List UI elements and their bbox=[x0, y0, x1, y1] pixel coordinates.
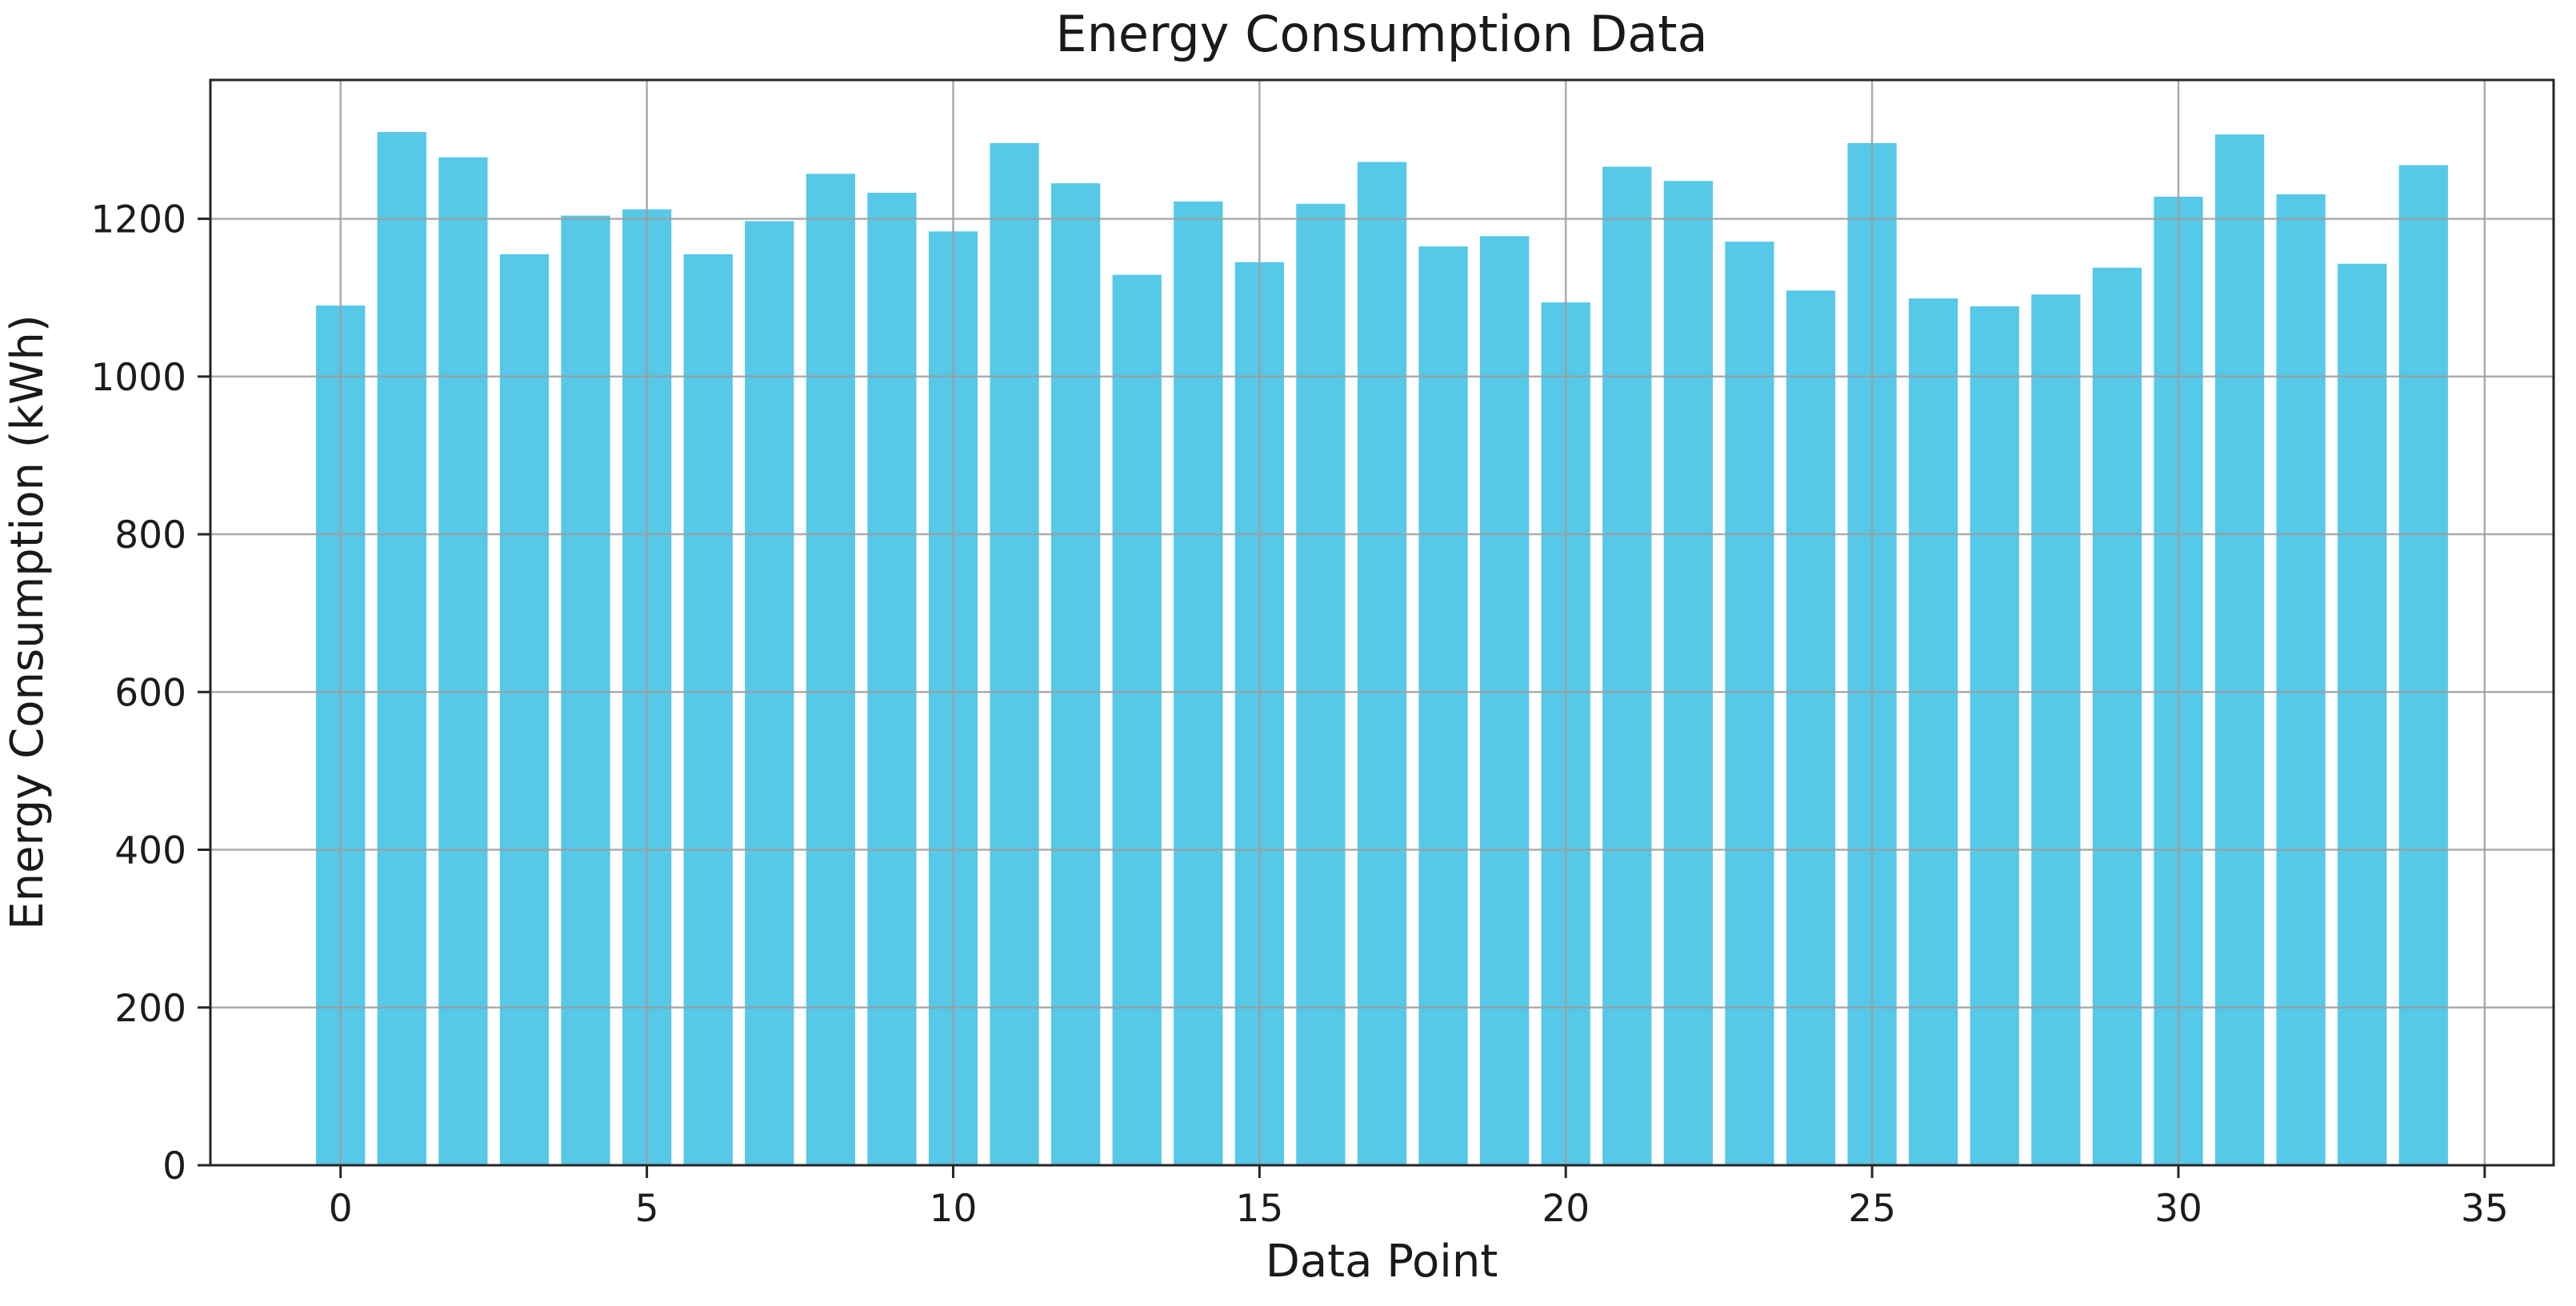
bar bbox=[1357, 162, 1407, 1165]
bar bbox=[1786, 290, 1836, 1165]
x-axis-label: Data Point bbox=[1266, 1236, 1498, 1288]
bar bbox=[1970, 306, 2019, 1165]
bar bbox=[1480, 236, 1530, 1165]
bar bbox=[683, 254, 733, 1166]
bar bbox=[561, 215, 610, 1165]
y-tick-label: 400 bbox=[114, 829, 186, 873]
y-tick-label: 200 bbox=[114, 987, 186, 1031]
ticks-layer: 0 5 10 15 20 25 30 35 0 200 400 600 800 1000 1200 bbox=[90, 198, 2508, 1231]
bar bbox=[1050, 183, 1101, 1165]
bar bbox=[806, 174, 855, 1166]
x-tick-label: 30 bbox=[2154, 1187, 2202, 1231]
x-tick-label: 5 bbox=[635, 1187, 659, 1231]
x-tick-label: 10 bbox=[930, 1187, 978, 1231]
bar bbox=[867, 193, 917, 1166]
bar bbox=[1174, 201, 1223, 1166]
y-tick-label: 800 bbox=[114, 513, 186, 557]
bar bbox=[499, 254, 550, 1166]
x-tick-label: 25 bbox=[1848, 1187, 1896, 1231]
bar bbox=[1112, 274, 1162, 1166]
bars-layer bbox=[316, 132, 2448, 1166]
bar bbox=[2092, 267, 2142, 1166]
bar bbox=[1418, 246, 1468, 1166]
x-tick-label: 15 bbox=[1235, 1187, 1283, 1231]
x-tick-label: 20 bbox=[1542, 1187, 1590, 1231]
bar bbox=[1909, 298, 1958, 1165]
bar bbox=[1725, 242, 1774, 1166]
bar bbox=[438, 157, 488, 1165]
bar bbox=[990, 142, 1039, 1165]
x-tick-label: 0 bbox=[329, 1187, 353, 1231]
y-tick-label: 1000 bbox=[90, 356, 186, 400]
plot-frame bbox=[209, 78, 2555, 1167]
bar bbox=[377, 132, 426, 1166]
plot-border bbox=[209, 78, 2555, 1167]
y-tick-label: 600 bbox=[114, 671, 186, 715]
bar bbox=[1296, 203, 1346, 1165]
bar bbox=[2214, 134, 2265, 1165]
bar bbox=[1602, 166, 1652, 1166]
bar bbox=[2031, 294, 2081, 1166]
bar bbox=[745, 221, 794, 1166]
y-tick-label: 1200 bbox=[90, 198, 186, 242]
y-tick-label: 0 bbox=[162, 1144, 186, 1188]
x-tick-label: 35 bbox=[2461, 1187, 2509, 1231]
bar bbox=[2338, 263, 2387, 1165]
y-axis-label: Energy Consumption (kWh) bbox=[2, 314, 54, 930]
bar bbox=[1663, 181, 1714, 1166]
chart-title: Energy Consumption Data bbox=[1055, 5, 1707, 63]
bar bbox=[2276, 194, 2326, 1166]
bar bbox=[2398, 165, 2448, 1165]
